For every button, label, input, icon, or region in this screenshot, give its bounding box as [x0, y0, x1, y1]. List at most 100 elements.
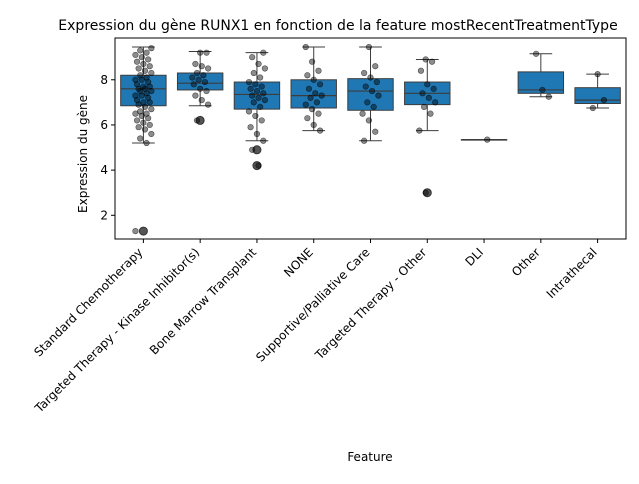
data-point	[132, 76, 139, 83]
data-point	[422, 189, 429, 196]
data-point	[532, 50, 540, 57]
data-point	[133, 81, 141, 88]
data-point	[145, 78, 152, 86]
data-point	[425, 94, 432, 101]
data-point	[545, 93, 552, 100]
data-point	[589, 104, 596, 112]
data-point	[249, 54, 256, 61]
data-point	[257, 103, 264, 110]
data-point	[364, 99, 371, 106]
data-point	[594, 71, 601, 78]
data-point	[140, 60, 147, 68]
data-point	[146, 121, 153, 129]
x-tick-label: NONE	[281, 245, 316, 280]
data-point	[600, 97, 608, 104]
data-point	[260, 137, 267, 144]
data-point	[359, 110, 366, 117]
data-point	[146, 99, 153, 106]
data-point	[372, 63, 379, 70]
x-tick-label: Other	[509, 245, 543, 279]
data-point	[484, 136, 491, 143]
box-2	[176, 72, 224, 91]
data-point	[420, 103, 428, 110]
data-point	[146, 83, 153, 90]
data-point	[367, 74, 374, 81]
y-tick-label: 6	[100, 118, 108, 132]
data-point	[416, 127, 423, 134]
data-point	[424, 81, 431, 88]
data-point	[195, 76, 202, 83]
data-point	[132, 51, 139, 59]
data-point	[365, 43, 373, 51]
data-point	[430, 85, 437, 92]
data-point	[135, 65, 142, 72]
data-point	[132, 227, 139, 235]
data-point	[198, 63, 205, 70]
data-point	[148, 69, 155, 77]
data-point	[203, 49, 210, 56]
box-8	[517, 71, 565, 94]
data-point	[148, 45, 155, 52]
data-point	[193, 69, 201, 77]
data-point	[261, 65, 268, 72]
data-point	[201, 78, 209, 86]
data-point	[419, 90, 426, 97]
data-point	[137, 135, 144, 142]
data-point	[197, 85, 204, 92]
outlier-marker	[422, 188, 432, 198]
data-point	[305, 85, 313, 92]
x-axis-label: Feature	[347, 450, 392, 464]
plot-area: 2 4 6 8 Standard Chemotherapy Targeted Therap…	[31, 37, 627, 416]
data-point	[245, 108, 253, 115]
data-point	[316, 127, 324, 134]
x-tick-label: DLI	[463, 245, 487, 269]
data-point	[258, 83, 265, 90]
data-point	[145, 94, 152, 101]
data-point	[428, 58, 436, 65]
data-point	[145, 56, 152, 63]
data-point	[257, 74, 264, 81]
data-point	[539, 86, 546, 94]
data-point	[247, 85, 254, 92]
y-axis-label: Expression du gène	[76, 95, 90, 213]
data-point	[417, 67, 425, 74]
data-point	[140, 99, 147, 106]
data-point	[132, 92, 139, 99]
data-point	[137, 72, 144, 79]
data-point	[145, 115, 152, 122]
data-point	[362, 83, 369, 90]
x-tick-label: Intrathecal	[544, 245, 600, 301]
data-point	[318, 92, 325, 99]
data-point	[309, 106, 316, 113]
data-point	[372, 128, 379, 135]
y-tick-label: 2	[100, 208, 108, 222]
data-point	[253, 87, 261, 95]
data-point	[375, 92, 382, 99]
data-point	[249, 146, 256, 153]
data-point	[189, 74, 196, 81]
data-point	[258, 117, 265, 124]
data-point	[138, 54, 145, 61]
data-point	[133, 58, 141, 65]
box-9	[574, 87, 621, 104]
data-point	[192, 92, 199, 99]
data-point	[133, 97, 141, 104]
data-point	[143, 139, 150, 147]
data-point	[261, 97, 268, 104]
data-point	[192, 60, 199, 68]
data-point	[140, 119, 147, 126]
data-point	[260, 49, 267, 56]
outlier-marker	[252, 161, 262, 171]
data-point	[205, 65, 212, 72]
data-point	[255, 162, 262, 169]
data-point	[432, 99, 439, 106]
x-tick-label: Bone Marrow Transplant	[147, 245, 259, 357]
data-point	[304, 115, 311, 122]
data-point	[260, 90, 267, 97]
data-point	[197, 49, 204, 56]
data-point	[302, 101, 309, 108]
y-tick-label: 4	[100, 163, 108, 177]
data-point	[427, 110, 434, 117]
outlier-marker	[195, 115, 205, 125]
